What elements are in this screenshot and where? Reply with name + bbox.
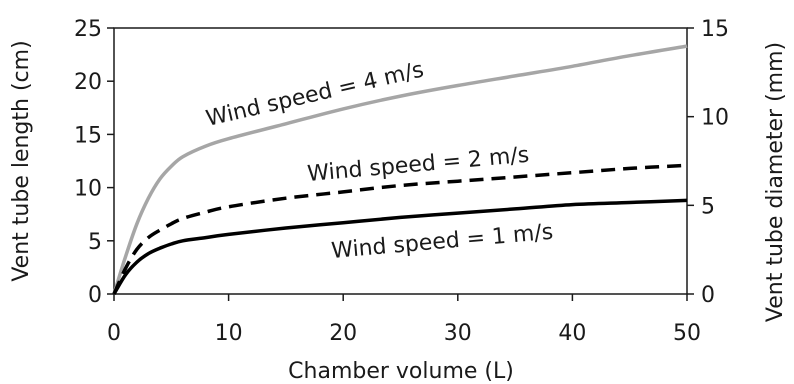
x-tick-label: 40	[558, 321, 586, 346]
y2-tick-label: 0	[701, 283, 715, 308]
y2-tick-label: 15	[701, 17, 729, 42]
x-tick-label: 10	[215, 321, 243, 346]
x-tick-label: 0	[107, 321, 121, 346]
series-line-wind-4ms	[112, 44, 688, 295]
y2-tick-label: 10	[701, 106, 729, 131]
x-tick-label: 20	[329, 321, 357, 346]
y-tick-label: 25	[74, 17, 102, 42]
series-line-wind-1ms	[112, 198, 688, 295]
y2-axis-title: Vent tube diameter (mm)	[763, 42, 788, 322]
annotation-wind-4: Wind speed = 4 m/s	[204, 57, 426, 131]
x-tick-label: 50	[673, 321, 701, 346]
y-axis-title: Vent tube length (cm)	[9, 40, 34, 281]
plot-frame	[113, 27, 688, 295]
series-layer	[112, 44, 688, 295]
y-tick-label: 10	[74, 177, 102, 202]
y-tick-label: 5	[88, 230, 102, 255]
y-tick-label: 15	[74, 123, 102, 148]
annotation-wind-2: Wind speed = 2 m/s	[306, 143, 530, 187]
series-line-wind-2ms	[112, 163, 688, 295]
y-tick-label: 0	[88, 283, 102, 308]
y-tick-label: 20	[74, 70, 102, 95]
x-axis-title: Chamber volume (L)	[288, 359, 514, 384]
annotation-wind-1: Wind speed = 1 m/s	[330, 220, 554, 264]
x-tick-label: 30	[444, 321, 472, 346]
y2-tick-label: 5	[701, 194, 715, 219]
